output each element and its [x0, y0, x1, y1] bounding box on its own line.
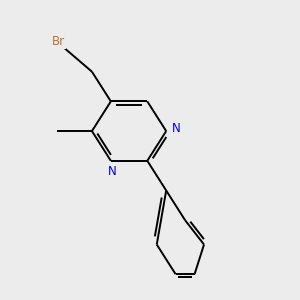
Text: N: N: [108, 165, 117, 178]
Text: N: N: [172, 122, 181, 135]
Text: Br: Br: [52, 35, 65, 49]
